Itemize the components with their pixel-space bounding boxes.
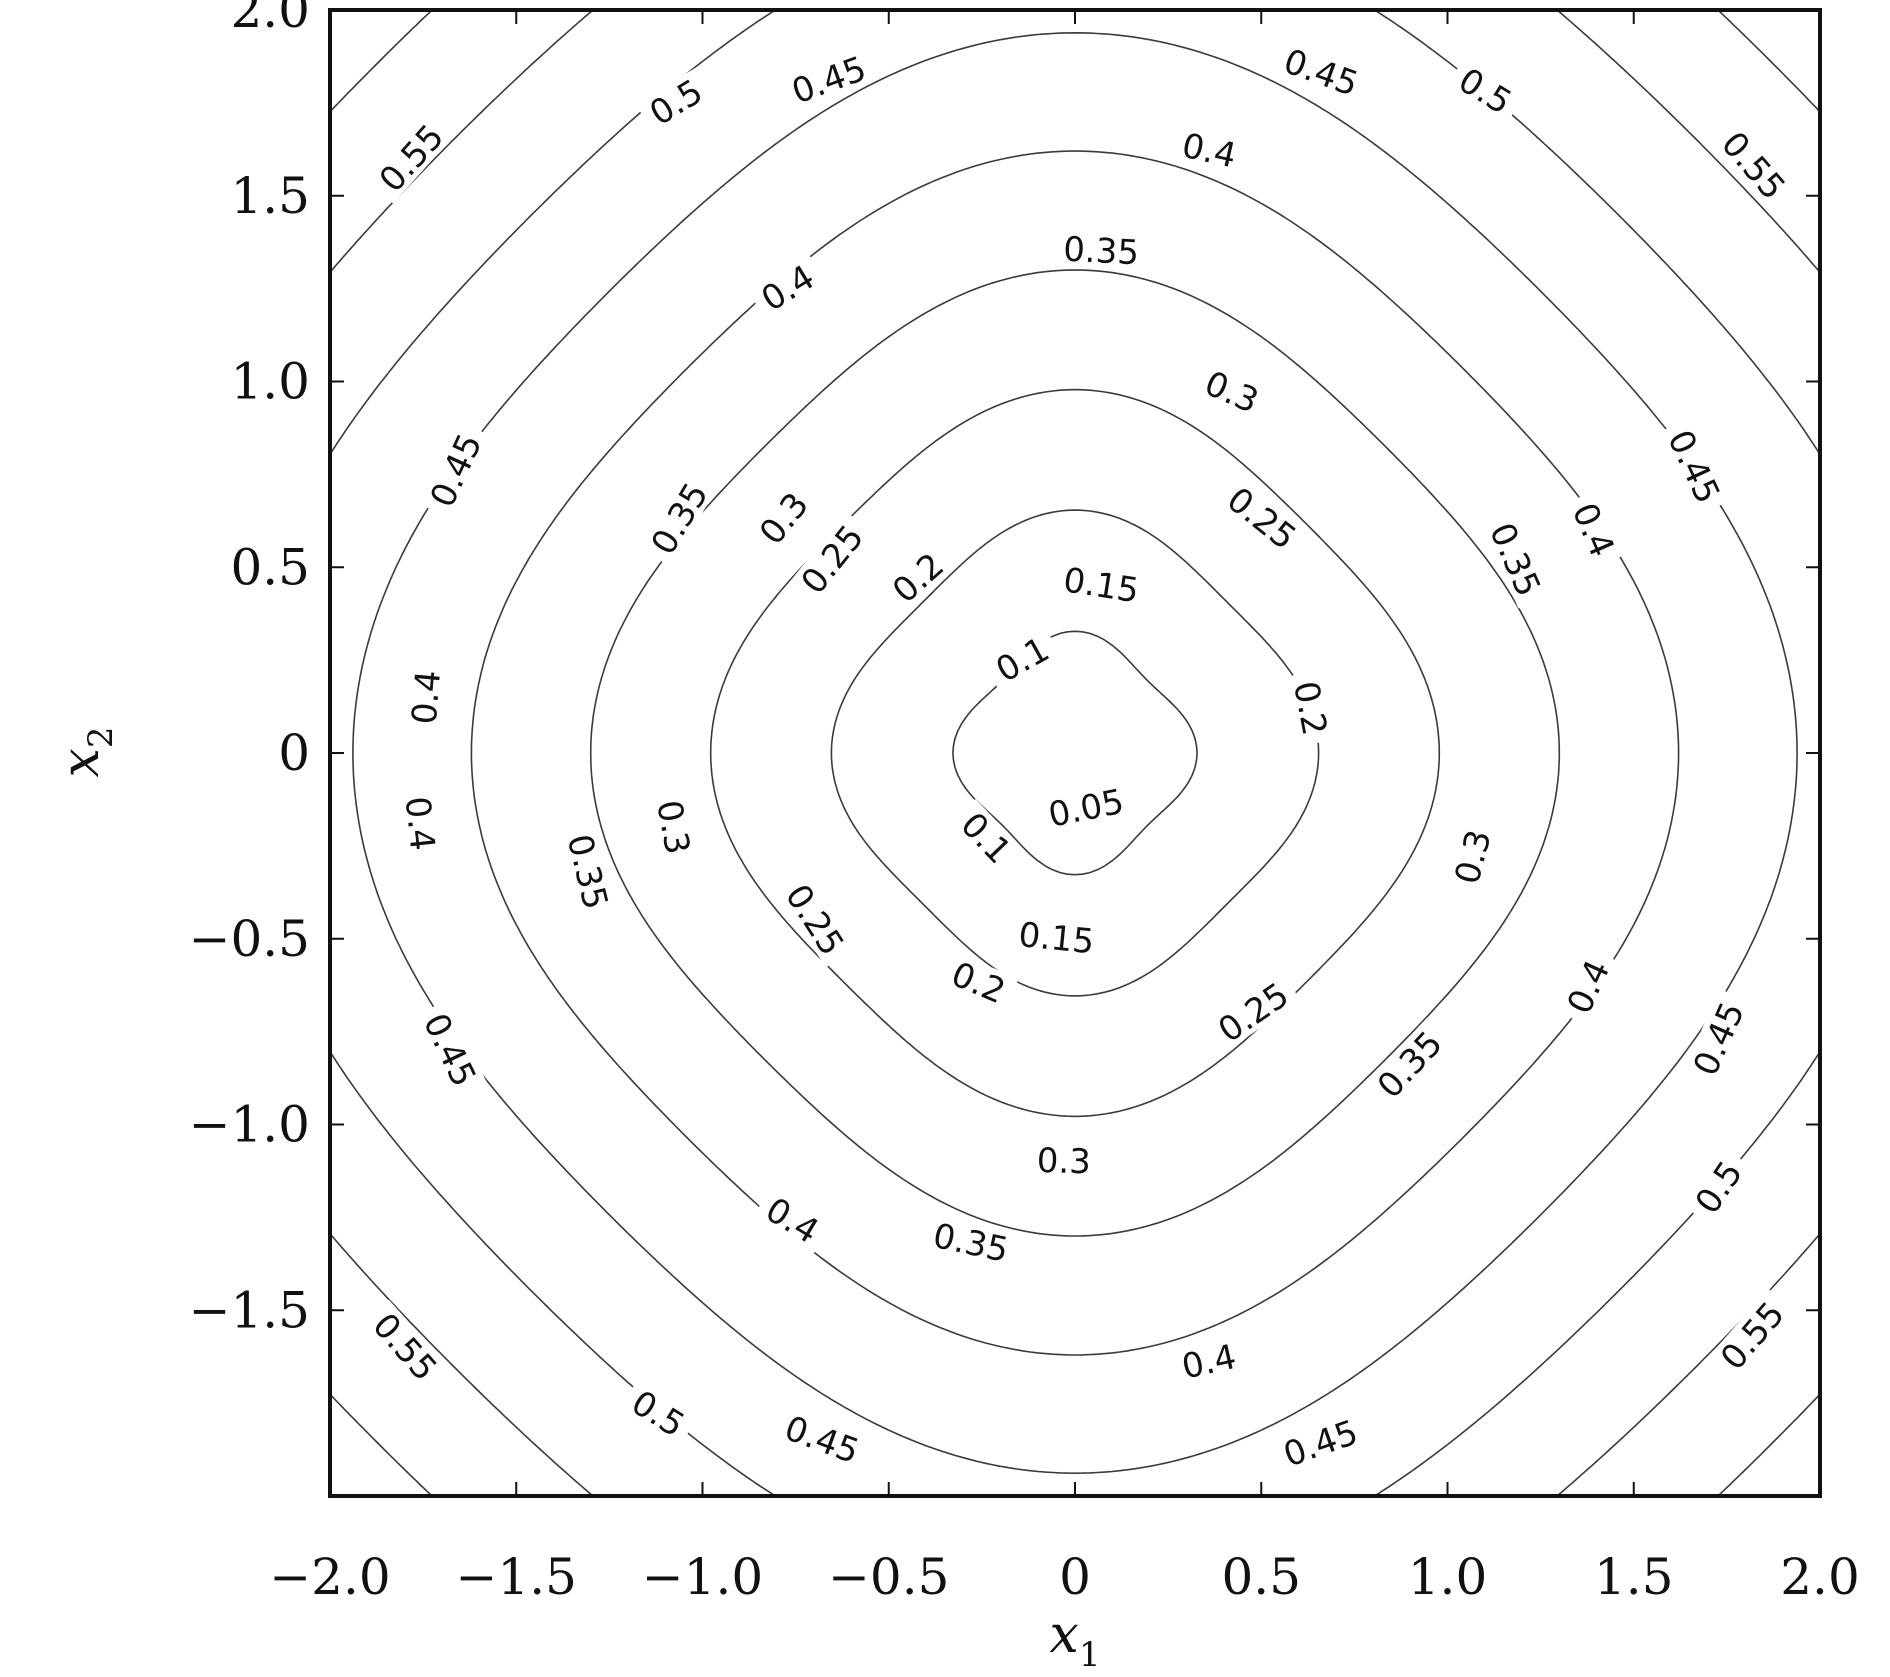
contour-line-0.3 [470,150,1680,1356]
contour-label: 0.45 [415,1007,484,1093]
contour-label-bg [878,539,956,614]
y-tick-label: 0.5 [230,538,310,596]
contour-label: 0.45 [423,428,491,513]
contour-label-bg [1682,1147,1753,1227]
contour-label-bg [403,660,446,735]
contour-label-bg [775,870,856,968]
y-tick-label: 1.0 [230,353,310,411]
contour-line-0.2 [709,388,1441,1118]
contour-label-bg [779,46,878,112]
y-tick-label: −1.5 [189,1281,310,1339]
contour-label-bg [746,478,820,557]
contour-label: 0.35 [1062,230,1140,274]
contour-label-bg [419,420,491,520]
contour-label-bg [1054,229,1149,270]
x-tick-label: 1.0 [1408,1548,1488,1606]
x-tick-label: 0 [1059,1548,1091,1606]
contour-label: 0.4 [1178,1337,1239,1388]
contour-label-bg [414,1000,488,1099]
contour-label-bg [650,788,699,866]
contour-label: 0.05 [1045,782,1127,836]
x-axis-ticks: −2.0 −1.5 −1.0 −0.5 0 0.5 1.0 1.5 2.0 [269,10,1860,1606]
contour-label-bg [1364,1017,1454,1110]
y-axis-label: x2 [51,727,121,778]
contour-label-bg [619,1378,699,1447]
y-tick-label: −0.5 [189,910,310,968]
x-tick-label: 0.5 [1221,1548,1301,1606]
contour-label: 0.45 [779,1408,864,1472]
contour-label-bg [922,1214,1020,1269]
contour-label-bg [1204,970,1301,1053]
contour-label-bg [1659,416,1731,516]
contour-label-bg [1170,1335,1248,1386]
contour-label-bg [1556,946,1619,1026]
contour-label: 0.45 [1278,42,1363,105]
contour-label-bg [1710,118,1799,212]
contour-label-bg [366,111,455,204]
y-axis-ticks: 2.0 1.5 1.0 0.5 0 −0.5 −1.0 −1.5 [189,0,1820,1339]
contour-label-bg [1446,56,1526,124]
y-tick-label: 2.0 [230,0,310,39]
contour-label-bg [1192,360,1272,422]
contour-label-bg [1707,1288,1796,1382]
x-tick-label: 1.5 [1594,1548,1674,1606]
contour-label-bg [939,951,1019,1012]
contour-label: 0.45 [1278,1413,1363,1476]
contour-label-bg [1170,123,1249,175]
contour-label: 0.35 [930,1216,1012,1271]
contour-label: 0.3 [1036,1141,1091,1182]
contour-label-bg [1027,1140,1100,1179]
contour-label: 0.4 [405,669,449,726]
contour-label-bg [1481,509,1552,609]
contour-label-bg [639,469,718,567]
x-tick-label: 2.0 [1780,1548,1860,1606]
contour-line-0.15 [830,509,1320,997]
x-tick-label: −0.5 [828,1548,949,1606]
contour-label: 0.45 [787,49,872,112]
contour-line-0.35 [352,32,1798,1474]
contour-line-0.45 [329,9,1821,1497]
contour-line-0.5 [329,9,1821,1497]
contour-label-bg [1272,38,1371,104]
contour-line-0.25 [589,269,1561,1237]
contour-label: 0.4 [397,795,443,853]
contour-label-bg [1287,669,1336,747]
contour-label-bg [788,511,875,606]
contour-label-bg [635,67,716,136]
y-tick-label: 1.5 [230,167,310,225]
contour-label-bg [1053,559,1150,609]
contour-label-bg [1009,914,1105,960]
contour-label-bg [1037,780,1135,834]
contour-label: 0.2 [1285,678,1334,739]
x-axis-label: x1 [1050,1605,1101,1675]
contour-label-bg [773,1405,872,1472]
x-tick-label: −1.5 [456,1548,577,1606]
contour-label-bg [361,1299,450,1393]
contour-label-bg [1270,1409,1370,1475]
contour-label-bg [747,252,827,321]
y-tick-label: −1.0 [189,1096,310,1154]
contour-label-bg [560,822,618,921]
contour-label-bg [949,798,1025,876]
x-tick-label: −1.0 [642,1548,763,1606]
contour-label-bg [1445,817,1499,896]
contour-label: 0.3 [648,797,697,857]
contour-label: 0.45 [1659,424,1727,510]
contour-label: 0.35 [1481,517,1548,602]
contour-label: 0.3 [1447,826,1499,888]
contour-label-bg [399,786,444,861]
x-tick-label: −2.0 [269,1548,390,1606]
contour-labels: 0.050.10.10.150.150.20.20.20.25 0.250.250… [361,38,1799,1476]
contour-label: 0.45 [1686,996,1753,1081]
contour-label-bg [753,1185,833,1254]
y-tick-label: 0 [278,724,310,782]
contour-label: 0.15 [1017,915,1096,962]
contour-label-bg [1682,988,1753,1088]
contour-label-bg [982,625,1062,692]
contour-label: 0.15 [1061,560,1142,611]
contour-label: 0.4 [1178,126,1239,177]
contour-label-bg [1564,489,1626,570]
contour-label-bg [1215,474,1310,561]
